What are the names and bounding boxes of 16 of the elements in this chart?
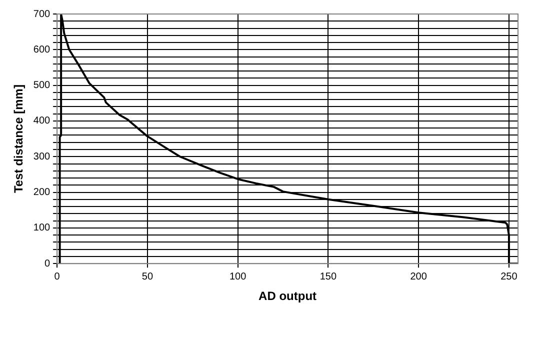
y-tick-label: 700 — [33, 8, 51, 20]
x-tick-label: 150 — [320, 271, 337, 282]
y-tick-label: 400 — [33, 116, 51, 127]
x-tick-label: 100 — [229, 271, 247, 282]
y-axis-title: Test distance [mm] — [12, 84, 26, 194]
x-tick-label: 0 — [54, 271, 60, 282]
y-tick-label: 500 — [33, 80, 51, 92]
x-tick-label: 250 — [500, 271, 518, 282]
y-tick-label: 0 — [44, 258, 51, 270]
y-tick-label: 600 — [33, 44, 51, 56]
x-tick-label: 50 — [142, 271, 154, 282]
y-tick-label: 300 — [33, 151, 51, 162]
x-tick-label: 200 — [410, 271, 428, 282]
y-tick-label: 200 — [33, 187, 51, 198]
x-axis-title: AD output — [258, 289, 317, 304]
y-tick-label: 100 — [33, 222, 51, 234]
